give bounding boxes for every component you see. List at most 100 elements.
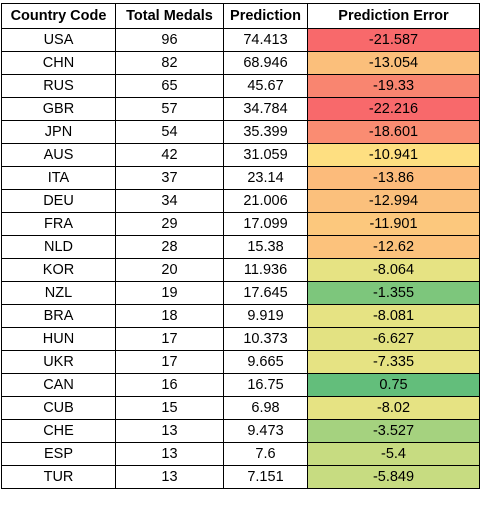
cell-prediction[interactable]: 23.14 bbox=[223, 166, 308, 190]
header-prediction-error[interactable]: Prediction Error bbox=[307, 3, 480, 29]
cell-total-medals[interactable]: 15 bbox=[115, 396, 224, 420]
cell-total-medals[interactable]: 37 bbox=[115, 166, 224, 190]
cell-prediction[interactable]: 9.919 bbox=[223, 304, 308, 328]
cell-total-medals[interactable]: 65 bbox=[115, 74, 224, 98]
header-row: Country Code Total Medals Prediction Pre… bbox=[1, 3, 480, 29]
table-row: CUB 15 6.98 -8.02 bbox=[1, 396, 480, 420]
cell-prediction-error[interactable]: -13.86 bbox=[307, 166, 480, 190]
cell-country-code[interactable]: CHN bbox=[1, 51, 116, 75]
header-country-code[interactable]: Country Code bbox=[1, 3, 116, 29]
cell-prediction[interactable]: 16.75 bbox=[223, 373, 308, 397]
medals-prediction-table: Country Code Total Medals Prediction Pre… bbox=[1, 3, 480, 489]
cell-total-medals[interactable]: 96 bbox=[115, 28, 224, 52]
cell-total-medals[interactable]: 28 bbox=[115, 235, 224, 259]
cell-prediction[interactable]: 7.151 bbox=[223, 465, 308, 489]
cell-prediction[interactable]: 35.399 bbox=[223, 120, 308, 144]
table-row: GBR 57 34.784 -22.216 bbox=[1, 97, 480, 121]
cell-prediction-error[interactable]: -5.4 bbox=[307, 442, 480, 466]
cell-total-medals[interactable]: 54 bbox=[115, 120, 224, 144]
cell-country-code[interactable]: ITA bbox=[1, 166, 116, 190]
cell-prediction-error[interactable]: -8.064 bbox=[307, 258, 480, 282]
cell-prediction[interactable]: 17.099 bbox=[223, 212, 308, 236]
cell-total-medals[interactable]: 19 bbox=[115, 281, 224, 305]
table-row: USA 96 74.413 -21.587 bbox=[1, 28, 480, 52]
header-total-medals[interactable]: Total Medals bbox=[115, 3, 224, 29]
cell-country-code[interactable]: JPN bbox=[1, 120, 116, 144]
cell-country-code[interactable]: DEU bbox=[1, 189, 116, 213]
cell-total-medals[interactable]: 13 bbox=[115, 465, 224, 489]
cell-total-medals[interactable]: 13 bbox=[115, 419, 224, 443]
cell-country-code[interactable]: NZL bbox=[1, 281, 116, 305]
cell-prediction[interactable]: 34.784 bbox=[223, 97, 308, 121]
cell-prediction[interactable]: 74.413 bbox=[223, 28, 308, 52]
cell-prediction[interactable]: 15.38 bbox=[223, 235, 308, 259]
cell-prediction-error[interactable]: -7.335 bbox=[307, 350, 480, 374]
cell-prediction-error[interactable]: -5.849 bbox=[307, 465, 480, 489]
cell-prediction-error[interactable]: -8.02 bbox=[307, 396, 480, 420]
cell-prediction[interactable]: 9.473 bbox=[223, 419, 308, 443]
cell-country-code[interactable]: USA bbox=[1, 28, 116, 52]
table-row: UKR 17 9.665 -7.335 bbox=[1, 350, 480, 374]
cell-total-medals[interactable]: 17 bbox=[115, 350, 224, 374]
table-row: ITA 37 23.14 -13.86 bbox=[1, 166, 480, 190]
header-prediction[interactable]: Prediction bbox=[223, 3, 308, 29]
cell-prediction[interactable]: 7.6 bbox=[223, 442, 308, 466]
cell-prediction[interactable]: 31.059 bbox=[223, 143, 308, 167]
cell-country-code[interactable]: NLD bbox=[1, 235, 116, 259]
cell-prediction-error[interactable]: -8.081 bbox=[307, 304, 480, 328]
cell-total-medals[interactable]: 13 bbox=[115, 442, 224, 466]
cell-prediction[interactable]: 68.946 bbox=[223, 51, 308, 75]
table-row: NZL 19 17.645 -1.355 bbox=[1, 281, 480, 305]
table-row: CAN 16 16.75 0.75 bbox=[1, 373, 480, 397]
table-row: RUS 65 45.67 -19.33 bbox=[1, 74, 480, 98]
cell-prediction-error[interactable]: -18.601 bbox=[307, 120, 480, 144]
cell-country-code[interactable]: CUB bbox=[1, 396, 116, 420]
cell-total-medals[interactable]: 20 bbox=[115, 258, 224, 282]
cell-total-medals[interactable]: 16 bbox=[115, 373, 224, 397]
cell-total-medals[interactable]: 42 bbox=[115, 143, 224, 167]
cell-prediction[interactable]: 11.936 bbox=[223, 258, 308, 282]
cell-country-code[interactable]: AUS bbox=[1, 143, 116, 167]
cell-country-code[interactable]: ESP bbox=[1, 442, 116, 466]
cell-country-code[interactable]: KOR bbox=[1, 258, 116, 282]
cell-prediction-error[interactable]: -3.527 bbox=[307, 419, 480, 443]
cell-prediction[interactable]: 45.67 bbox=[223, 74, 308, 98]
cell-country-code[interactable]: TUR bbox=[1, 465, 116, 489]
cell-country-code[interactable]: CAN bbox=[1, 373, 116, 397]
cell-country-code[interactable]: GBR bbox=[1, 97, 116, 121]
table-row: KOR 20 11.936 -8.064 bbox=[1, 258, 480, 282]
cell-prediction[interactable]: 10.373 bbox=[223, 327, 308, 351]
cell-prediction[interactable]: 21.006 bbox=[223, 189, 308, 213]
cell-prediction-error[interactable]: 0.75 bbox=[307, 373, 480, 397]
cell-prediction-error[interactable]: -12.62 bbox=[307, 235, 480, 259]
cell-prediction-error[interactable]: -21.587 bbox=[307, 28, 480, 52]
cell-prediction-error[interactable]: -19.33 bbox=[307, 74, 480, 98]
cell-total-medals[interactable]: 18 bbox=[115, 304, 224, 328]
cell-prediction-error[interactable]: -6.627 bbox=[307, 327, 480, 351]
cell-country-code[interactable]: CHE bbox=[1, 419, 116, 443]
cell-country-code[interactable]: BRA bbox=[1, 304, 116, 328]
cell-country-code[interactable]: UKR bbox=[1, 350, 116, 374]
table-row: TUR 13 7.151 -5.849 bbox=[1, 465, 480, 489]
cell-prediction-error[interactable]: -22.216 bbox=[307, 97, 480, 121]
cell-country-code[interactable]: HUN bbox=[1, 327, 116, 351]
cell-total-medals[interactable]: 34 bbox=[115, 189, 224, 213]
table-body: USA 96 74.413 -21.587 CHN 82 68.946 -13.054 RUS 6… bbox=[1, 28, 480, 489]
table-row: HUN 17 10.373 -6.627 bbox=[1, 327, 480, 351]
cell-prediction-error[interactable]: -11.901 bbox=[307, 212, 480, 236]
cell-country-code[interactable]: FRA bbox=[1, 212, 116, 236]
cell-prediction-error[interactable]: -10.941 bbox=[307, 143, 480, 167]
cell-total-medals[interactable]: 29 bbox=[115, 212, 224, 236]
table-row: DEU 34 21.006 -12.994 bbox=[1, 189, 480, 213]
cell-total-medals[interactable]: 17 bbox=[115, 327, 224, 351]
cell-prediction-error[interactable]: -12.994 bbox=[307, 189, 480, 213]
cell-prediction[interactable]: 6.98 bbox=[223, 396, 308, 420]
cell-prediction[interactable]: 17.645 bbox=[223, 281, 308, 305]
cell-prediction[interactable]: 9.665 bbox=[223, 350, 308, 374]
cell-total-medals[interactable]: 57 bbox=[115, 97, 224, 121]
cell-country-code[interactable]: RUS bbox=[1, 74, 116, 98]
cell-total-medals[interactable]: 82 bbox=[115, 51, 224, 75]
cell-prediction-error[interactable]: -13.054 bbox=[307, 51, 480, 75]
cell-prediction-error[interactable]: -1.355 bbox=[307, 281, 480, 305]
